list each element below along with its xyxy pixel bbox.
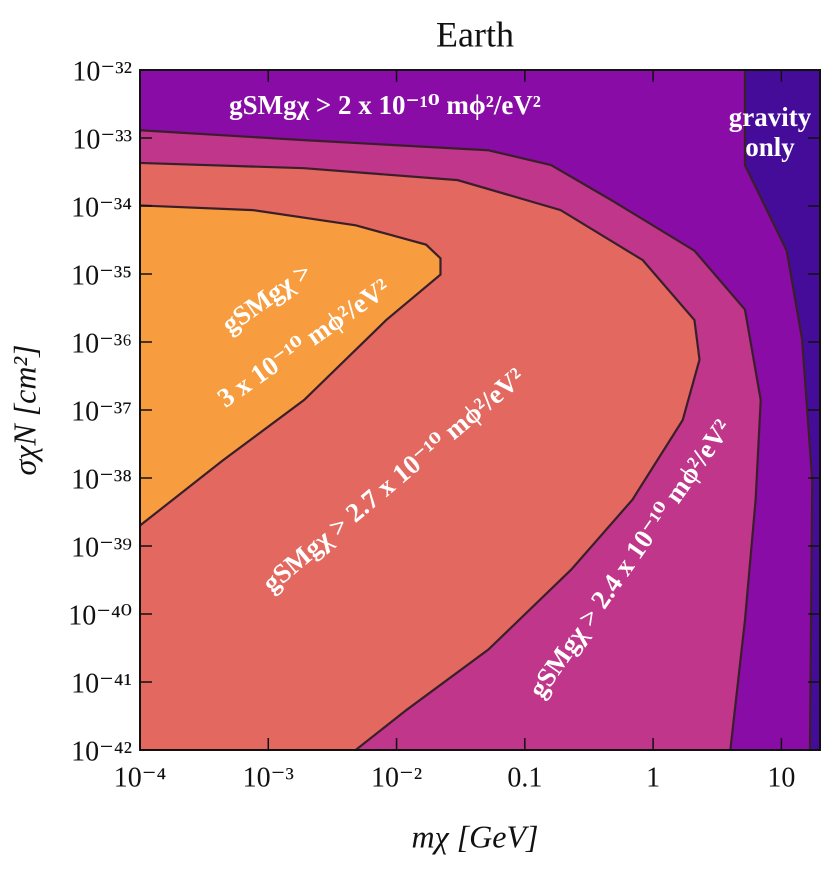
y-tick-label: 10⁻³⁹ [71,532,132,563]
x-tick-label: 1 [646,762,660,793]
region-fill [140,205,441,526]
x-tick-label: 10 [767,762,795,793]
region-fill [744,70,820,750]
x-tick-label: 0.1 [507,762,542,793]
y-tick-label: 10⁻³⁷ [71,396,132,427]
region-label: only [745,132,795,162]
contour-line [743,70,814,751]
x-tick-label: 10⁻² [371,762,422,793]
y-tick-label: 10⁻³⁶ [71,328,132,359]
chart-title: Earth [436,14,514,54]
x-axis-label: mχ [GeV] [412,818,539,854]
y-tick-label: 10⁻³² [72,56,132,87]
contour-line [139,129,762,751]
x-tick-label: 10⁻⁴ [114,762,167,793]
plot-frame [139,69,821,751]
region-label: gravity [729,102,812,132]
y-tick-label: 10⁻³⁸ [71,464,132,495]
x-tick-label: 10⁻³ [243,762,294,793]
y-tick-label: 10⁻⁴¹ [71,668,132,699]
region-label: gSMgχ > 2 x 10⁻¹⁰ mϕ²/eV² [229,90,541,120]
y-tick-label: 10⁻³⁴ [71,192,132,223]
y-axis-label: σχN [cm²] [6,344,42,475]
y-tick-label: 10⁻⁴² [71,736,132,767]
contour-line [139,161,701,751]
y-tick-label: 10⁻³⁵ [71,260,132,291]
y-tick-label: 10⁻³³ [72,124,132,155]
y-tick-label: 10⁻⁴⁰ [68,600,132,631]
contour-line [139,204,442,527]
